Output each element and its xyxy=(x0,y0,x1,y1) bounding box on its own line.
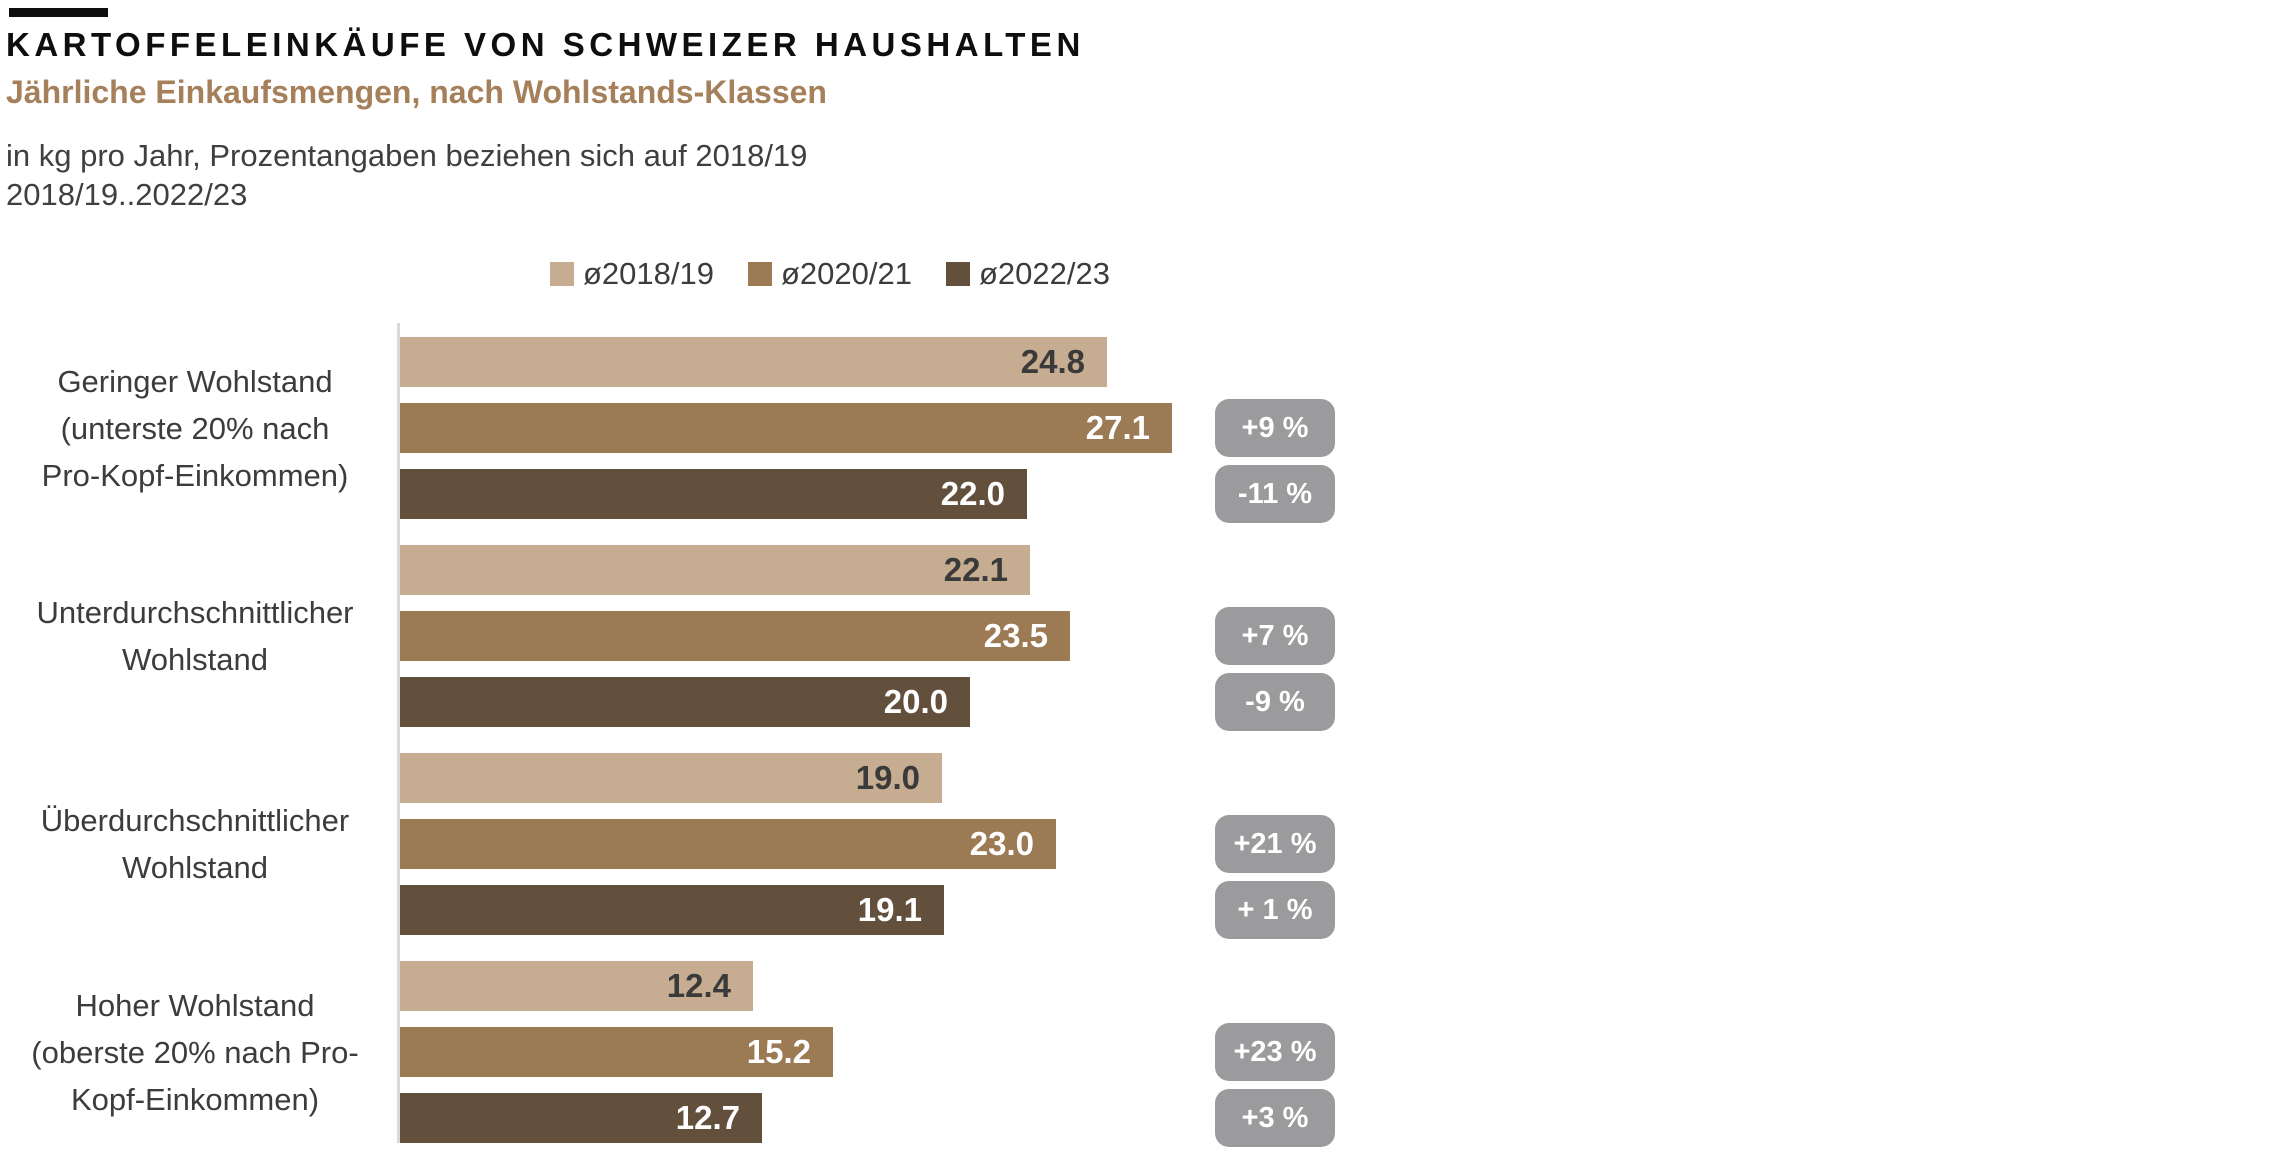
legend-label: ø2018/19 xyxy=(583,255,714,291)
y-axis-line xyxy=(397,323,400,1143)
change-badge: +7 % xyxy=(1215,607,1335,665)
bar-stack: 12.4 15.2 +23 % 12.7 +3 % xyxy=(400,961,1335,1147)
category-label-line: Wohlstand xyxy=(122,850,268,885)
bar-group: Unterdurchschnittlicher Wohlstand 22.1 23.5… xyxy=(0,545,2290,731)
bar-ø2020/21: 15.2 xyxy=(400,1027,833,1077)
category-label-line: Überdurchschnittlicher xyxy=(40,803,350,838)
bar-groups: Geringer Wohlstand (unterste 20% nach Pro-… xyxy=(0,323,2290,1147)
category-label-line: Pro-Kopf-Einkommen) xyxy=(41,457,349,493)
change-badge: +23 % xyxy=(1215,1023,1335,1081)
bar-ø2022/23: 20.0 xyxy=(400,677,970,727)
bar-value-label: 22.1 xyxy=(943,551,1008,588)
bar-row: 24.8 xyxy=(400,337,1172,387)
legend-item: ø2022/23 xyxy=(946,256,1110,292)
legend-item: ø2018/19 xyxy=(550,256,714,292)
bar-value-label: 27.1 xyxy=(1085,409,1150,446)
category-label-line: (oberste 20% nach Pro- xyxy=(31,1034,359,1070)
category-label-line: Unterdurchschnittlicher xyxy=(36,595,354,630)
chart-note-line2: 2018/19..2022/23 xyxy=(6,177,248,212)
category-label: Überdurchschnittlicher Wohlstand xyxy=(0,753,390,935)
change-badge: +21 % xyxy=(1215,815,1335,873)
bar-value-label: 12.4 xyxy=(666,967,731,1004)
change-badge: + 1 % xyxy=(1215,881,1335,939)
bar-ø2018/19: 22.1 xyxy=(400,545,1030,595)
bar-group: Geringer Wohlstand (unterste 20% nach Pro-… xyxy=(0,337,2290,523)
legend-label: ø2022/23 xyxy=(979,255,1110,291)
bar-value-label: 20.0 xyxy=(883,683,948,720)
bar-row: 23.0 +21 % xyxy=(400,815,1335,873)
bar-stack: 19.0 23.0 +21 % 19.1 + 1 % xyxy=(400,753,1335,939)
bar-ø2022/23: 12.7 xyxy=(400,1093,762,1143)
bar-row: 20.0 -9 % xyxy=(400,673,1335,731)
bar-group: Überdurchschnittlicher Wohlstand 19.0 23.0 +… xyxy=(0,753,2290,939)
legend-color-swatch-icon xyxy=(946,261,970,286)
page-subtitle: Jährliche Einkaufsmengen, nach Wohlstand… xyxy=(6,74,827,110)
bar-value-label: 15.2 xyxy=(746,1033,811,1070)
bar-value-label: 23.5 xyxy=(983,617,1048,654)
legend-color-swatch-icon xyxy=(550,261,574,286)
chart-note: in kg pro Jahr, Prozentangaben beziehen … xyxy=(6,136,2290,214)
change-badge: +9 % xyxy=(1215,399,1335,457)
bar-row: 12.4 xyxy=(400,961,833,1011)
bar-value-label: 23.0 xyxy=(969,825,1034,862)
bar-row: 23.5 +7 % xyxy=(400,607,1335,665)
category-label-line: Hoher Wohlstand xyxy=(75,987,315,1023)
category-label-line: Wohlstand xyxy=(122,642,268,677)
bar-chart: Geringer Wohlstand (unterste 20% nach Pro-… xyxy=(0,323,2290,1147)
bar-ø2020/21: 23.5 xyxy=(400,611,1070,661)
change-badge: -11 % xyxy=(1215,465,1335,523)
kicker-bar xyxy=(9,8,108,17)
change-badge: -9 % xyxy=(1215,673,1335,731)
category-label: Hoher Wohlstand (oberste 20% nach Pro- Kop… xyxy=(0,961,390,1143)
bar-row: 22.0 -11 % xyxy=(400,465,1335,523)
category-label: Geringer Wohlstand (unterste 20% nach Pro-… xyxy=(0,337,390,519)
bar-value-label: 19.1 xyxy=(857,891,922,928)
bar-ø2020/21: 27.1 xyxy=(400,403,1172,453)
category-label-line: (unterste 20% nach xyxy=(60,410,330,446)
bar-row: 19.1 + 1 % xyxy=(400,881,1335,939)
bar-stack: 24.8 27.1 +9 % 22.0 -11 % xyxy=(400,337,1335,523)
bar-ø2018/19: 24.8 xyxy=(400,337,1107,387)
bar-row: 15.2 +23 % xyxy=(400,1023,1335,1081)
legend: ø2018/19 ø2020/21 ø2022/23 xyxy=(0,256,1660,292)
bar-ø2018/19: 12.4 xyxy=(400,961,753,1011)
bar-row: 27.1 +9 % xyxy=(400,399,1335,457)
bar-value-label: 19.0 xyxy=(855,759,920,796)
category-label-line: Kopf-Einkommen) xyxy=(70,1081,320,1117)
bar-ø2018/19: 19.0 xyxy=(400,753,942,803)
legend-item: ø2020/21 xyxy=(748,256,912,292)
bar-value-label: 12.7 xyxy=(675,1099,740,1136)
bar-stack: 22.1 23.5 +7 % 20.0 -9 % xyxy=(400,545,1335,731)
bar-row: 19.0 xyxy=(400,753,1056,803)
category-label: Unterdurchschnittlicher Wohlstand xyxy=(0,545,390,727)
bar-row: 22.1 xyxy=(400,545,1070,595)
bar-value-label: 24.8 xyxy=(1020,343,1085,380)
legend-label: ø2020/21 xyxy=(781,255,912,291)
bar-group: Hoher Wohlstand (oberste 20% nach Pro- Kop… xyxy=(0,961,2290,1147)
bar-row: 12.7 +3 % xyxy=(400,1089,1335,1147)
bar-ø2022/23: 19.1 xyxy=(400,885,944,935)
bar-ø2022/23: 22.0 xyxy=(400,469,1027,519)
change-badge: +3 % xyxy=(1215,1089,1335,1147)
legend-color-swatch-icon xyxy=(748,261,772,286)
bar-ø2020/21: 23.0 xyxy=(400,819,1056,869)
bar-value-label: 22.0 xyxy=(940,475,1005,512)
chart-header: KARTOFFELEINKÄUFE VON SCHWEIZER HAUSHALT… xyxy=(0,0,2290,214)
category-label-line: Geringer Wohlstand xyxy=(57,363,333,399)
chart-note-line1: in kg pro Jahr, Prozentangaben beziehen … xyxy=(6,138,808,173)
page-title: KARTOFFELEINKÄUFE VON SCHWEIZER HAUSHALT… xyxy=(6,26,1085,63)
